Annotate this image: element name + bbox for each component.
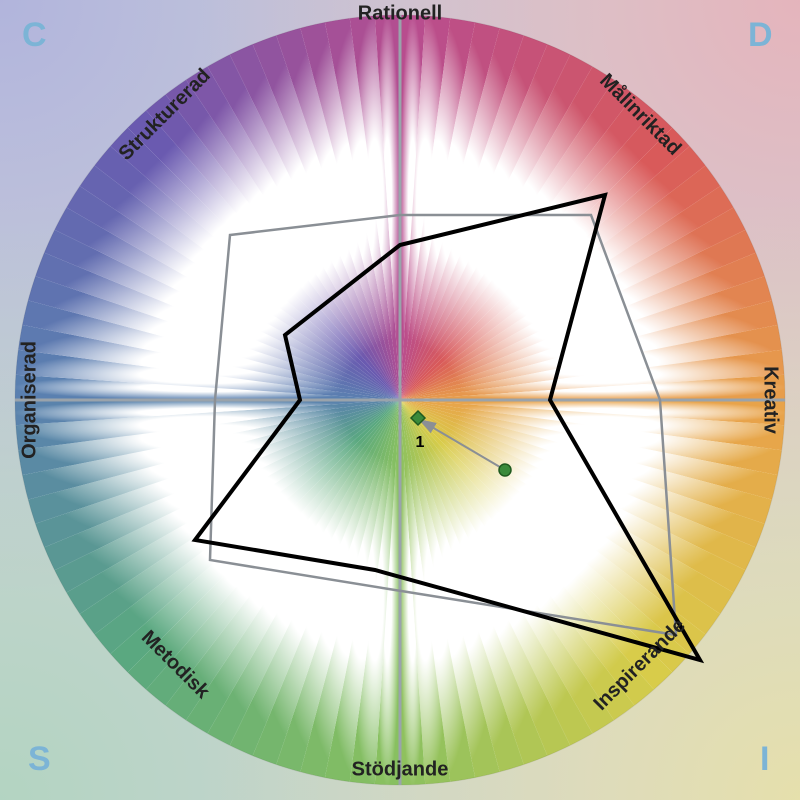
axis-label-right: Kreativ bbox=[759, 366, 782, 434]
center-point-label: 1 bbox=[416, 434, 425, 452]
corner-label-s: S bbox=[28, 740, 51, 779]
corner-label-c: C bbox=[22, 16, 47, 55]
disc-chart: C D S I Rationell Stödjande Organiserad … bbox=[0, 0, 800, 800]
axis-label-left: Organiserad bbox=[19, 341, 42, 459]
axis-label-top: Rationell bbox=[358, 3, 442, 26]
corner-label-i: I bbox=[760, 740, 769, 779]
chart-svg bbox=[0, 0, 800, 800]
corner-label-d: D bbox=[748, 16, 773, 55]
axis-label-bottom: Stödjande bbox=[352, 759, 449, 782]
